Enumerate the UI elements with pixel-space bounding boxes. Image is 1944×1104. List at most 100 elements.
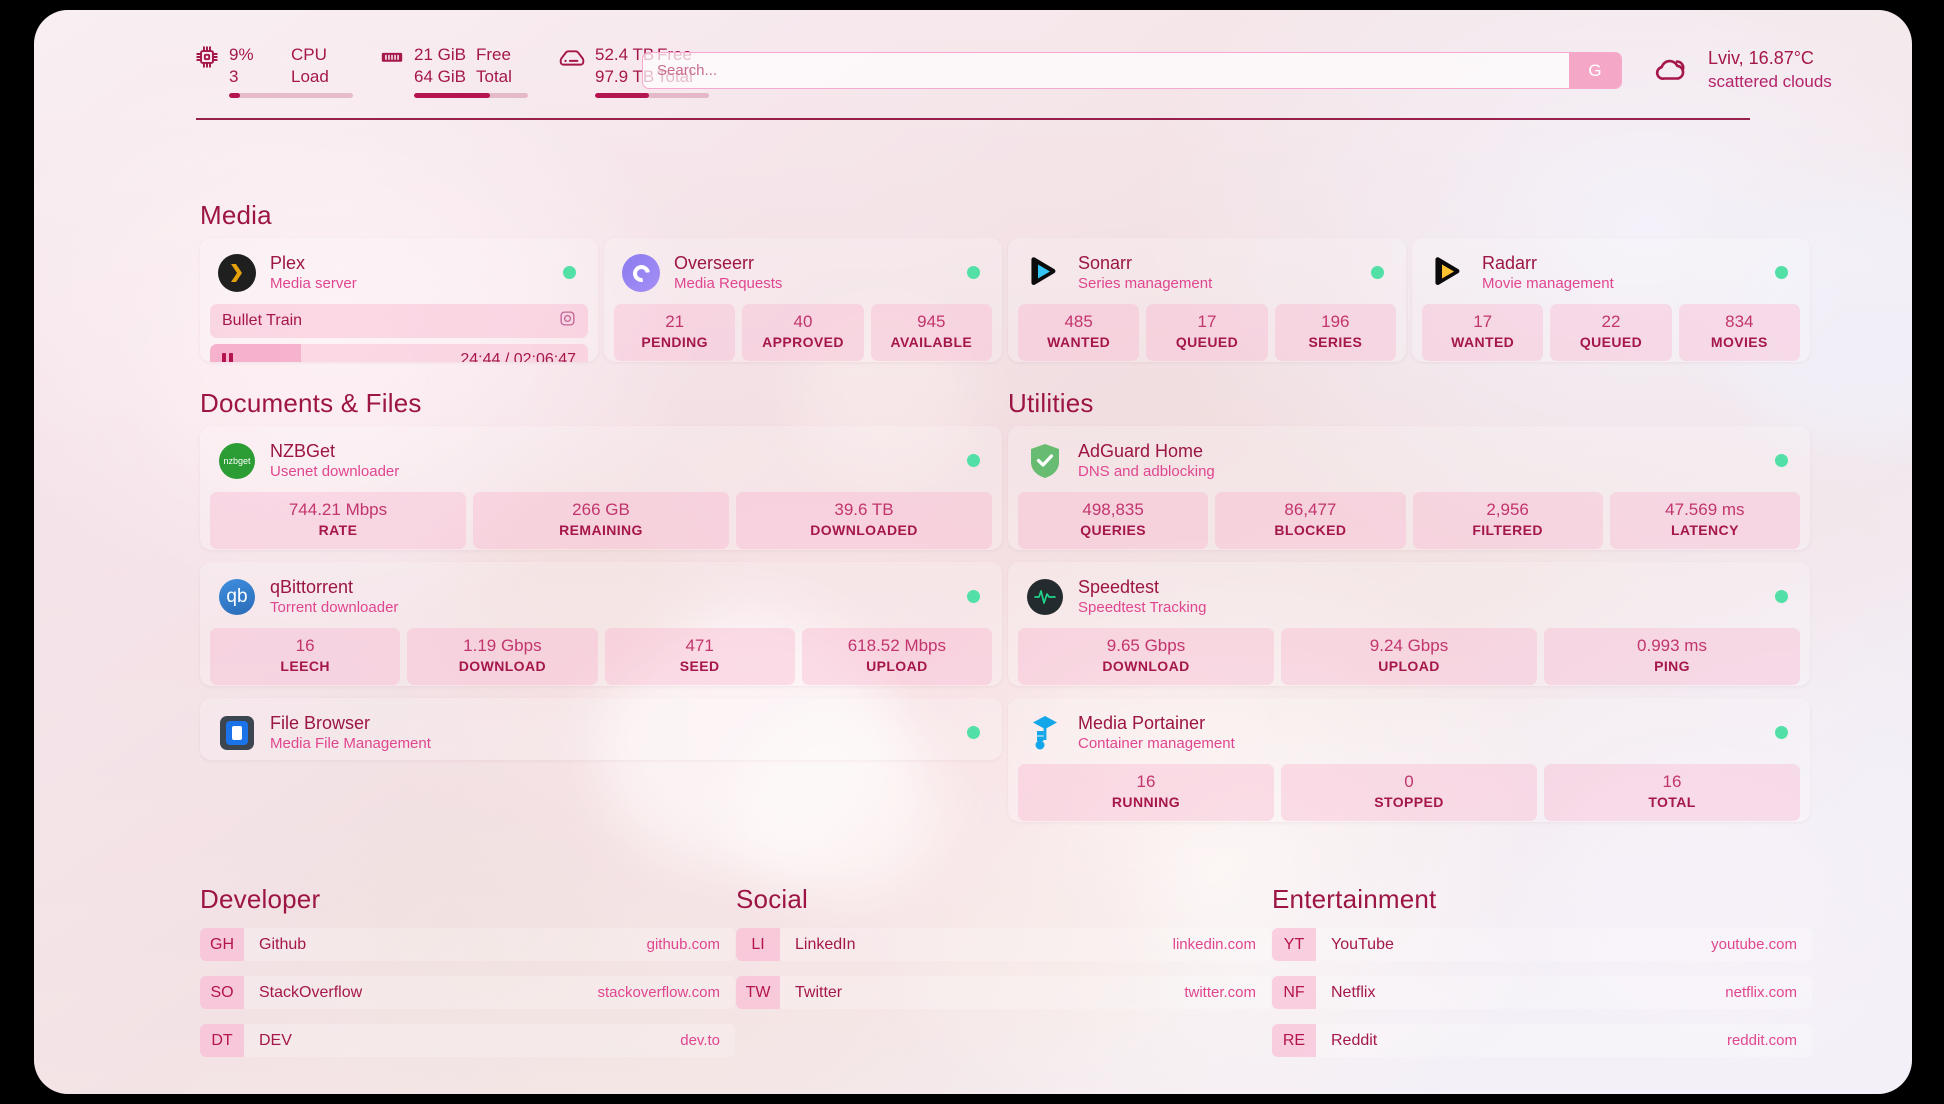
- app-name: Radarr: [1482, 253, 1538, 273]
- stat-label: LATENCY: [1670, 522, 1739, 538]
- weather-widget: Lviv, 16.87°C scattered clouds: [1652, 46, 1832, 94]
- bookmark-name: YouTube: [1331, 935, 1394, 953]
- resource-value-bottom: 97.9 TB: [595, 67, 655, 86]
- stat-row: 744.21 Mbps RATE 266 GB REMAINING 39.6 TB DOW…: [200, 492, 1002, 550]
- status-indicator-dot: [1775, 726, 1788, 739]
- bookmark-link-twitter[interactable]: TW Twitter twitter.com: [736, 976, 1271, 1009]
- media-portainer-icon: [1026, 714, 1064, 752]
- stat-label: UPLOAD: [1378, 658, 1440, 674]
- bookmark-url: linkedin.com: [1172, 936, 1256, 953]
- now-playing-title: Bullet Train: [222, 312, 303, 329]
- resource-label-bottom: Total: [476, 67, 512, 86]
- app-subtitle: Series management: [1078, 275, 1213, 292]
- pause-icon[interactable]: [222, 352, 233, 362]
- app-name: Plex: [270, 253, 306, 273]
- stat-approved: 40 APPROVED: [742, 304, 864, 361]
- stat-value: 17: [1473, 312, 1493, 331]
- resource-value-top: 52.4 TB: [595, 45, 655, 64]
- bookmark-abbreviation: GH: [200, 928, 244, 961]
- bookmark-link-github[interactable]: GH Github github.com: [200, 928, 735, 961]
- stat-latency: 47.569 ms LATENCY: [1609, 492, 1800, 549]
- bookmark-link-netflix[interactable]: NF Netflix netflix.com: [1272, 976, 1812, 1009]
- stat-movies: 834 MOVIES: [1678, 304, 1800, 361]
- stat-row: 17 WANTED 22 QUEUED 834 MOVIES: [1412, 304, 1810, 362]
- stat-value: 16: [1136, 772, 1156, 791]
- stat-value: 9.65 Gbps: [1106, 636, 1186, 655]
- resource-value-top: 21 GiB: [414, 45, 466, 64]
- search-input[interactable]: [643, 53, 1569, 88]
- bookmark-url: netflix.com: [1725, 984, 1797, 1001]
- app-subtitle: Torrent downloader: [270, 599, 399, 616]
- bookmark-link-dev[interactable]: DT DEV dev.to: [200, 1024, 735, 1057]
- bookmark-url: github.com: [646, 936, 720, 953]
- stat-value: 21: [665, 312, 685, 331]
- stat-rate: 744.21 Mbps RATE: [210, 492, 466, 549]
- stat-label: RATE: [318, 522, 358, 538]
- service-card-nzbget[interactable]: nzbget NZBGet Usenet downloader 744.21 Mbps…: [200, 426, 1002, 550]
- bookmark-abbreviation: RE: [1272, 1024, 1316, 1057]
- service-card-overseerr[interactable]: Overseerr Media Requests 21 PENDING 40 APPROV…: [604, 238, 1002, 362]
- app-name: File Browser: [270, 713, 371, 733]
- bookmark-link-reddit[interactable]: RE Reddit reddit.com: [1272, 1024, 1812, 1057]
- service-card-adguard-home[interactable]: AdGuard Home DNS and adblocking 498,835 QUE…: [1008, 426, 1810, 550]
- card-header: Sonarr Series management: [1008, 238, 1406, 304]
- screenshot-icon[interactable]: [559, 310, 576, 332]
- status-indicator-dot: [967, 454, 980, 467]
- app-subtitle: Speedtest Tracking: [1078, 599, 1207, 616]
- service-card-radarr[interactable]: Radarr Movie management 17 WANTED 22 QUEUED 83…: [1412, 238, 1810, 362]
- app-name: Media Portainer: [1078, 713, 1206, 733]
- search-bar[interactable]: G: [642, 52, 1622, 89]
- service-card-plex[interactable]: Plex Media server Bullet Train 24:44 / 02:0…: [200, 238, 598, 362]
- service-card-speedtest[interactable]: Speedtest Speedtest Tracking 9.65 Gbps DOWN…: [1008, 562, 1810, 686]
- stat-series: 196 SERIES: [1274, 304, 1396, 361]
- search-submit-button[interactable]: G: [1569, 53, 1621, 88]
- sonarr-icon: [1026, 254, 1064, 292]
- app-subtitle: Container management: [1078, 735, 1235, 752]
- stat-blocked: 86,477 BLOCKED: [1215, 492, 1406, 549]
- service-card-media-portainer[interactable]: Media Portainer Container management 16 RUN…: [1008, 698, 1810, 822]
- stat-value: 266 GB: [572, 500, 630, 519]
- card-header: qb qBittorrent Torrent downloader: [200, 562, 1002, 628]
- stat-total: 16 TOTAL: [1544, 764, 1800, 821]
- app-name: Overseerr: [674, 253, 755, 273]
- dashboard-window: 9% 3 CPU Load 21 GiB 64 GiB Free Total 52.4 TB 97…: [34, 10, 1912, 1094]
- bookmark-url: dev.to: [680, 1032, 720, 1049]
- stat-filtered: 2,956 FILTERED: [1412, 492, 1603, 549]
- bookmark-group-title-social: Social: [736, 884, 809, 914]
- bookmark-url: twitter.com: [1184, 984, 1256, 1001]
- bookmark-link-linkedin[interactable]: LI LinkedIn linkedin.com: [736, 928, 1271, 961]
- stat-value: 86,477: [1284, 500, 1337, 519]
- bookmark-abbreviation: LI: [736, 928, 780, 961]
- bookmark-link-youtube[interactable]: YT YouTube youtube.com: [1272, 928, 1812, 961]
- stat-leech: 16 LEECH: [210, 628, 401, 685]
- stat-downloaded: 39.6 TB DOWNLOADED: [736, 492, 992, 549]
- stat-label: REMAINING: [559, 522, 643, 538]
- bookmark-abbreviation: SO: [200, 976, 244, 1009]
- stat-value: 0: [1404, 772, 1414, 791]
- stat-value: 39.6 TB: [834, 500, 894, 519]
- stat-ping: 0.993 ms PING: [1544, 628, 1800, 685]
- resource-label-top: CPU: [291, 45, 327, 64]
- stat-value: 744.21 Mbps: [288, 500, 388, 519]
- bookmark-group-title-developer: Developer: [200, 884, 321, 914]
- card-header: AdGuard Home DNS and adblocking: [1008, 426, 1810, 492]
- resource-value-bottom: 3: [229, 67, 239, 86]
- service-card-qbittorrent[interactable]: qb qBittorrent Torrent downloader 16 LEECH 1.…: [200, 562, 1002, 686]
- stat-label: BLOCKED: [1274, 522, 1347, 538]
- stat-download: 9.65 Gbps DOWNLOAD: [1018, 628, 1274, 685]
- app-subtitle: Media File Management: [270, 735, 431, 752]
- stat-label: LEECH: [280, 658, 330, 674]
- service-card-sonarr[interactable]: Sonarr Series management 485 WANTED 17 QUEUED…: [1008, 238, 1406, 362]
- bookmark-name: LinkedIn: [795, 935, 856, 953]
- stat-upload: 9.24 Gbps UPLOAD: [1281, 628, 1537, 685]
- nzbget-icon: nzbget: [218, 442, 256, 480]
- stat-label: PENDING: [641, 334, 708, 350]
- stat-label: QUEUED: [1579, 334, 1643, 350]
- stat-pending: 21 PENDING: [614, 304, 736, 361]
- bookmark-link-stackoverflow[interactable]: SO StackOverflow stackoverflow.com: [200, 976, 735, 1009]
- now-playing-progress-row[interactable]: 24:44 / 02:06:47: [210, 344, 588, 362]
- memory-icon: [379, 44, 405, 70]
- bookmark-name: Netflix: [1331, 983, 1376, 1001]
- service-card-file-browser[interactable]: File Browser Media File Management: [200, 698, 1002, 760]
- file-browser-icon: [218, 714, 256, 752]
